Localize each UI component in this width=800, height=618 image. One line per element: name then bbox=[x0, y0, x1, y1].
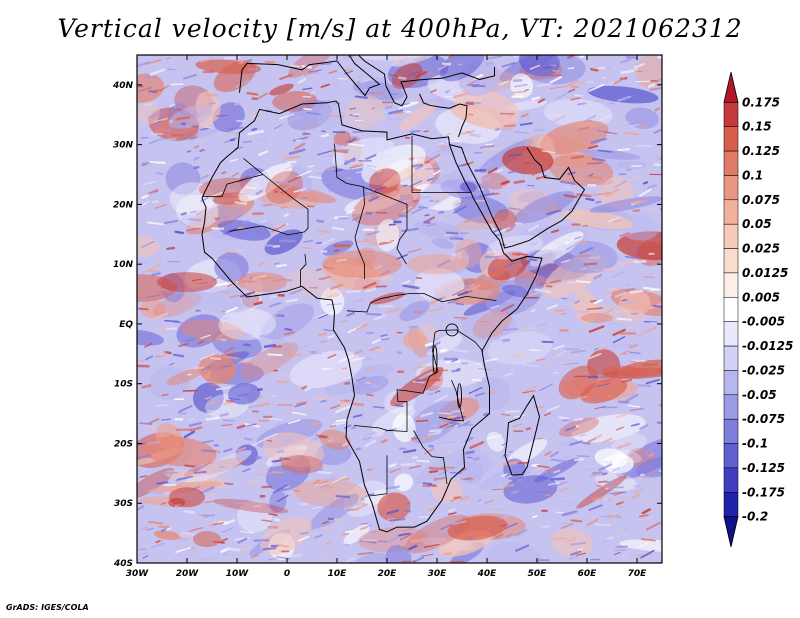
map-title: Vertical velocity [m/s] at 400hPa, VT: 2… bbox=[57, 14, 743, 43]
colorbar-swatch bbox=[723, 467, 739, 493]
colorbar-swatch bbox=[723, 418, 739, 444]
lat-tick-label: 20N bbox=[113, 200, 134, 210]
latitude-axis: 40N 30N 20N 10N EQ 10S 20S 30S 40S bbox=[112, 81, 662, 569]
lon-tick-label: 60E bbox=[578, 569, 598, 579]
lat-tick-label: 10S bbox=[114, 380, 133, 390]
lat-tick-label: 10N bbox=[113, 260, 134, 270]
colorbar-swatch bbox=[723, 443, 739, 469]
lon-tick-label: 10W bbox=[226, 569, 250, 579]
lon-tick-label: 0 bbox=[284, 569, 290, 579]
colorbar-swatch bbox=[723, 102, 739, 128]
colorbar-label: -0.2 bbox=[742, 510, 768, 524]
colorbar-label: -0.005 bbox=[742, 315, 785, 329]
colorbar-label: 0.05 bbox=[742, 217, 772, 231]
colorbar-swatch bbox=[723, 71, 739, 103]
colorbar-label: 0.025 bbox=[742, 242, 780, 256]
lon-tick-label: 10E bbox=[328, 569, 348, 579]
lat-tick-label: 40N bbox=[112, 81, 134, 91]
colorbar-swatch bbox=[723, 492, 739, 517]
colorbar-label: -0.025 bbox=[742, 363, 785, 377]
colorbar-swatch bbox=[723, 516, 739, 548]
colorbar-swatch bbox=[723, 150, 739, 176]
colorbar-label: -0.0125 bbox=[742, 339, 793, 353]
coastlines bbox=[201, 55, 586, 533]
colorbar-swatch bbox=[723, 297, 739, 322]
longitude-axis: 30W 20W 10W 0 10E 20E 30E 40E 50E 60E 70E bbox=[126, 55, 647, 579]
lon-tick-label: 50E bbox=[528, 569, 548, 579]
colorbar-label: 0.1 bbox=[742, 169, 763, 183]
colorbar-label: 0.075 bbox=[742, 193, 780, 207]
colorbar-label: 0.0125 bbox=[742, 266, 788, 280]
lon-tick-label: 20E bbox=[378, 569, 398, 579]
colorbar-label: -0.05 bbox=[742, 388, 777, 402]
colorbar-swatch bbox=[723, 175, 739, 201]
colorbar-swatch bbox=[723, 345, 739, 371]
footer-credit: GrADS: IGES/COLA bbox=[6, 603, 89, 612]
lon-tick-label: 30E bbox=[428, 569, 448, 579]
lon-tick-label: 20W bbox=[176, 569, 200, 579]
vertical-velocity-field bbox=[137, 55, 662, 563]
map-frame bbox=[136, 54, 663, 564]
colorbar-swatch bbox=[723, 248, 739, 274]
colorbar-swatch bbox=[723, 223, 739, 249]
colorbar-swatch bbox=[723, 321, 739, 347]
colorbar-label: 0.005 bbox=[742, 290, 780, 304]
colorbar-swatch bbox=[723, 394, 739, 420]
colorbar: 0.175 0.15 0.125 0.1 0.075 0.05 0.025 0.0125 0.0… bbox=[723, 71, 793, 548]
lat-tick-label: EQ bbox=[119, 320, 133, 330]
colorbar-swatch bbox=[723, 370, 739, 396]
lon-tick-label: 70E bbox=[628, 569, 648, 579]
lon-tick-label: 40E bbox=[477, 569, 498, 579]
colorbar-label: -0.075 bbox=[742, 412, 785, 426]
colorbar-swatch bbox=[723, 272, 739, 298]
lat-tick-label: 30N bbox=[113, 141, 134, 151]
colorbar-label: -0.125 bbox=[742, 461, 785, 475]
colorbar-label: 0.125 bbox=[742, 144, 780, 158]
colorbar-label: 0.15 bbox=[742, 120, 772, 134]
colorbar-label: 0.175 bbox=[742, 95, 780, 109]
lat-tick-label: 20S bbox=[114, 439, 133, 449]
colorbar-label: -0.175 bbox=[742, 485, 785, 499]
colorbar-label: -0.1 bbox=[742, 437, 768, 451]
lat-tick-label: 40S bbox=[113, 559, 133, 569]
lon-tick-label: 30W bbox=[126, 569, 150, 579]
colorbar-swatch bbox=[723, 199, 739, 225]
lat-tick-label: 30S bbox=[114, 499, 133, 509]
colorbar-swatch bbox=[723, 126, 739, 152]
